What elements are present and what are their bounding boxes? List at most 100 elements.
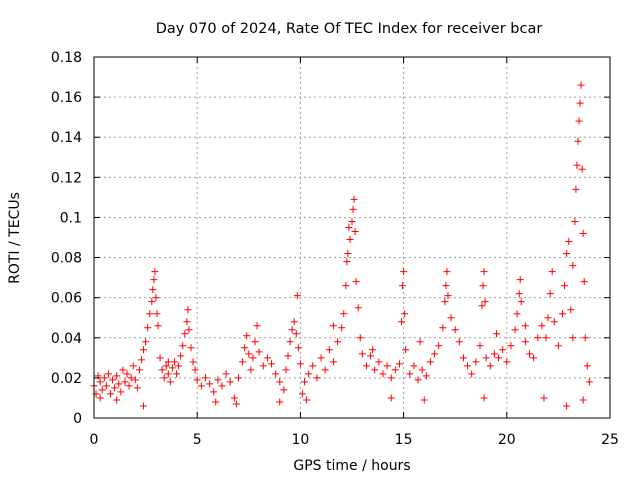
- data-point: [175, 362, 183, 370]
- data-point: [542, 334, 550, 342]
- data-point: [442, 282, 450, 290]
- data-point: [187, 344, 195, 352]
- data-point: [232, 400, 240, 408]
- data-point: [280, 386, 288, 394]
- data-point: [567, 306, 575, 314]
- data-point: [351, 227, 359, 235]
- data-point: [521, 322, 529, 330]
- x-tick-label: 20: [498, 432, 516, 448]
- data-point: [572, 185, 580, 193]
- data-point: [516, 276, 524, 284]
- data-point: [282, 366, 290, 374]
- data-point: [472, 358, 480, 366]
- data-point: [325, 346, 333, 354]
- y-tick-label: 0.08: [51, 251, 82, 267]
- data-point: [164, 358, 172, 366]
- data-point: [414, 376, 422, 384]
- data-point: [149, 286, 157, 294]
- data-point: [395, 360, 403, 368]
- data-point: [284, 352, 292, 360]
- data-point: [276, 398, 284, 406]
- data-point: [344, 250, 352, 258]
- data-point: [579, 229, 587, 237]
- data-point: [111, 384, 119, 392]
- data-point: [578, 165, 586, 173]
- tick-labels: 0 5 10 15 20 25 0 0.02 0.04 0.06 0.08 0.1 0.12 0.14 0.…: [51, 50, 619, 448]
- data-point: [259, 362, 267, 370]
- data-point: [288, 326, 296, 334]
- data-point: [313, 374, 321, 382]
- data-point: [329, 322, 337, 330]
- data-point: [569, 262, 577, 270]
- data-point: [135, 366, 143, 374]
- data-point: [354, 304, 362, 312]
- y-tick-label: 0.1: [60, 210, 82, 226]
- data-point: [222, 370, 230, 378]
- y-tick-label: 0.02: [51, 371, 82, 387]
- data-point: [255, 348, 263, 356]
- data-point: [479, 282, 487, 290]
- data-point: [292, 330, 300, 338]
- data-point: [441, 298, 449, 306]
- data-point: [571, 217, 579, 225]
- data-point: [131, 376, 139, 384]
- data-point: [580, 278, 588, 286]
- data-point: [534, 334, 542, 342]
- data-point: [137, 356, 145, 364]
- y-tick-label: 0.14: [51, 130, 82, 146]
- data-point: [346, 236, 354, 244]
- data-point: [329, 358, 337, 366]
- data-point: [245, 350, 253, 358]
- data-point: [348, 217, 356, 225]
- data-point: [191, 366, 199, 374]
- data-point: [503, 358, 511, 366]
- data-point: [486, 362, 494, 370]
- data-point: [459, 354, 467, 362]
- data-point: [153, 310, 161, 318]
- data-point: [517, 298, 525, 306]
- data-point: [400, 268, 408, 276]
- data-point: [298, 390, 306, 398]
- data-points: [90, 81, 593, 410]
- data-point: [119, 366, 127, 374]
- data-point: [478, 302, 486, 310]
- data-point: [334, 338, 342, 346]
- data-point: [546, 290, 554, 298]
- data-point: [371, 366, 379, 374]
- data-point: [559, 310, 567, 318]
- x-tick-label: 0: [90, 432, 99, 448]
- chart-title: Day 070 of 2024, Rate Of TEC Index for r…: [156, 21, 543, 37]
- data-point: [444, 292, 452, 300]
- data-point: [574, 137, 582, 145]
- data-point: [263, 354, 271, 362]
- data-point: [492, 330, 500, 338]
- data-point: [241, 344, 249, 352]
- data-point: [349, 205, 357, 213]
- data-point: [276, 378, 284, 386]
- data-point: [495, 354, 503, 362]
- data-point: [290, 318, 298, 326]
- data-point: [113, 396, 121, 404]
- y-tick-label: 0.18: [51, 50, 82, 66]
- data-point: [170, 358, 178, 366]
- data-point: [123, 370, 131, 378]
- data-point: [154, 322, 162, 330]
- data-point: [305, 370, 313, 378]
- data-point: [184, 306, 192, 314]
- data-point: [179, 342, 187, 350]
- data-point: [513, 310, 521, 318]
- data-point: [212, 398, 220, 406]
- data-point: [243, 332, 251, 340]
- data-point: [544, 314, 552, 322]
- data-point: [193, 376, 201, 384]
- data-point: [387, 374, 395, 382]
- data-point: [548, 268, 556, 276]
- data-point: [435, 342, 443, 350]
- data-point: [581, 334, 589, 342]
- data-point: [107, 390, 115, 398]
- data-point: [401, 310, 409, 318]
- data-point: [499, 346, 507, 354]
- y-axis-label: ROTI / TECUs: [7, 192, 23, 284]
- data-point: [272, 370, 280, 378]
